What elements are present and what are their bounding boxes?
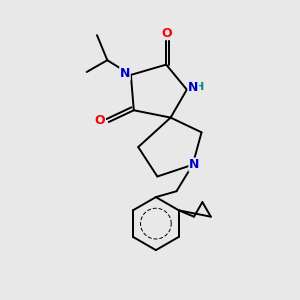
Text: N: N [120, 67, 130, 80]
Text: N: N [188, 81, 199, 94]
Text: H: H [195, 82, 205, 92]
Text: O: O [94, 114, 105, 127]
Text: O: O [161, 27, 172, 40]
Text: N: N [189, 158, 200, 171]
